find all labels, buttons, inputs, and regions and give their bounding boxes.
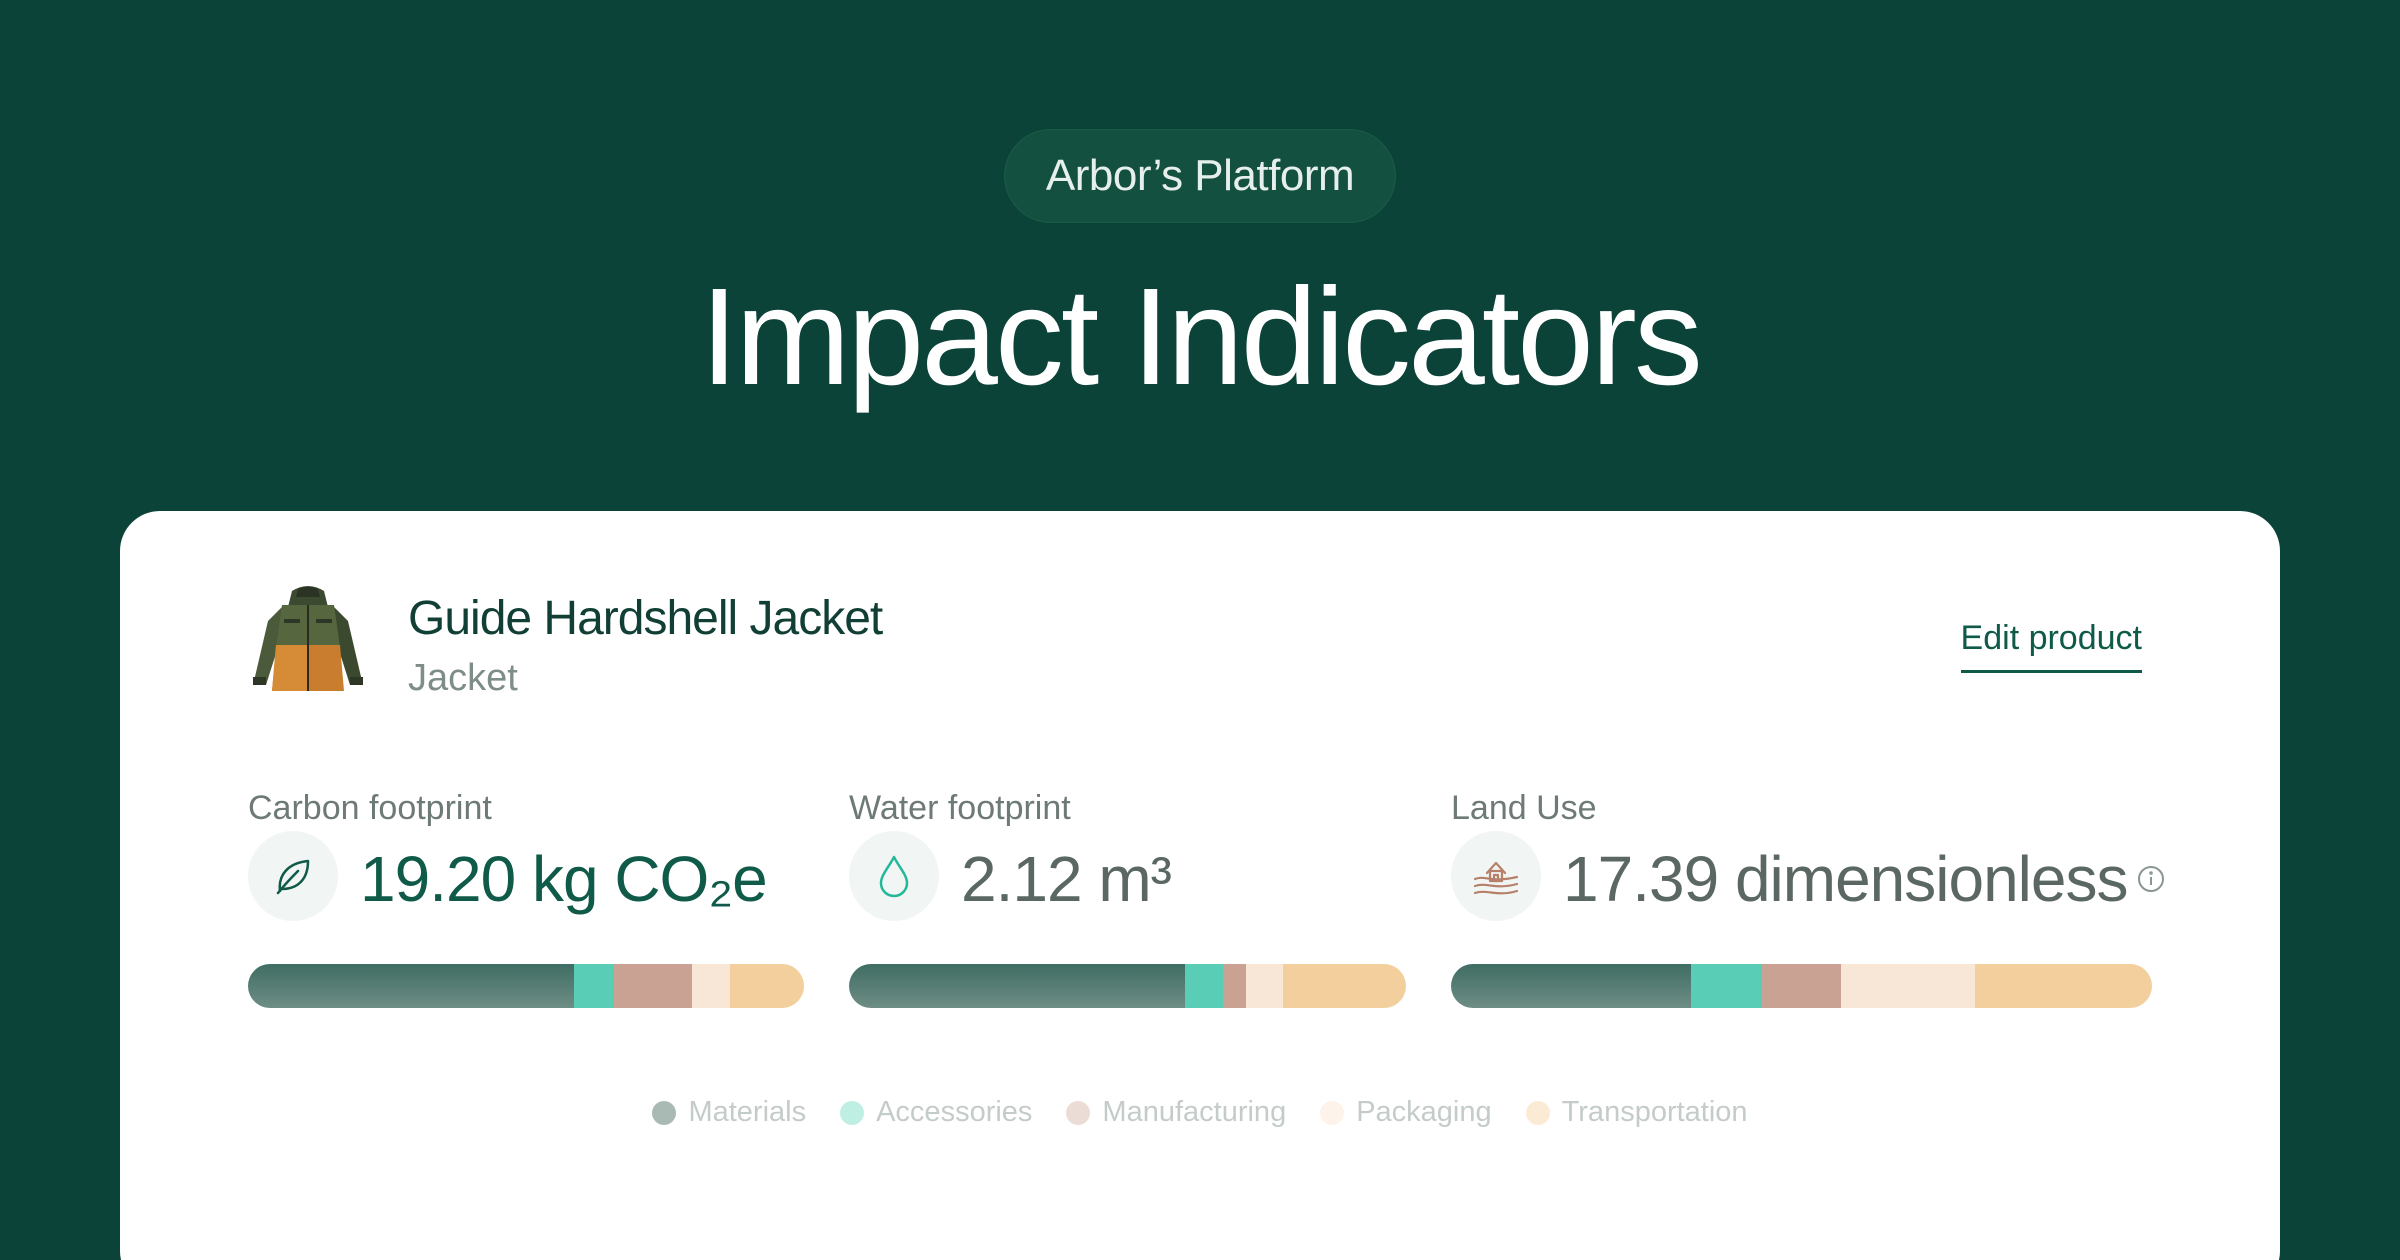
bar-segment-transportation	[1282, 964, 1406, 1008]
legend-dot	[1066, 1100, 1091, 1125]
bar-segment-materials	[1451, 964, 1692, 1008]
metric-label: Land Use	[1451, 789, 1597, 827]
platform-badge: Arbor’s Platform	[1004, 129, 1396, 223]
legend-item-transportation: Transportation	[1525, 1096, 1748, 1129]
legend-label: Accessories	[876, 1096, 1033, 1128]
legend-dot	[840, 1100, 865, 1125]
bar-segment-accessories	[574, 964, 615, 1008]
metric-label: Water footprint	[849, 789, 1071, 827]
metric-water-footprint: Water footprint 2.12 m³	[849, 789, 1406, 1049]
bar-segment-packaging	[1246, 964, 1283, 1008]
metric-label: Carbon footprint	[248, 789, 492, 827]
jacket-icon	[253, 586, 363, 691]
leaf-icon	[248, 831, 338, 921]
bar-segment-materials	[849, 964, 1185, 1008]
bar-segment-packaging	[1841, 964, 1975, 1008]
impact-breakdown-bar	[1451, 964, 2152, 1008]
legend-label: Materials	[688, 1096, 807, 1128]
impact-breakdown-bar	[248, 964, 804, 1008]
metric-value: 2.12 m³	[961, 843, 1172, 915]
product-name: Guide Hardshell Jacket	[408, 592, 883, 645]
legend-label: Transportation	[1561, 1096, 1748, 1128]
product-type: Jacket	[408, 657, 518, 699]
metric-value: 17.39 dimensionless	[1563, 839, 2165, 919]
bar-segment-manufacturing	[614, 964, 693, 1008]
farm-land-icon	[1451, 831, 1541, 921]
metric-carbon-footprint: Carbon footprint 19.20 kg CO₂e	[248, 789, 804, 1049]
metric-value-text: 17.39 dimensionless	[1563, 843, 2128, 915]
page-title: Impact Indicators	[700, 260, 1703, 414]
metric-land-use: Land Use 17.39 dimensionless	[1451, 789, 2165, 1049]
legend-dot	[1320, 1100, 1345, 1125]
metric-value: 19.20 kg CO₂e	[360, 843, 768, 915]
legend-dot	[1525, 1100, 1550, 1125]
bar-segment-accessories	[1184, 964, 1223, 1008]
bar-segment-transportation	[730, 964, 804, 1008]
bar-segment-accessories	[1691, 964, 1763, 1008]
legend-item-manufacturing: Manufacturing	[1066, 1096, 1286, 1129]
bar-segment-materials	[248, 964, 575, 1008]
bar-segment-manufacturing	[1222, 964, 1247, 1008]
legend: Materials Accessories Manufacturing Pack…	[120, 1096, 2280, 1129]
legend-item-packaging: Packaging	[1320, 1096, 1492, 1129]
legend-item-accessories: Accessories	[840, 1096, 1032, 1129]
legend-label: Manufacturing	[1102, 1096, 1287, 1128]
legend-dot	[652, 1100, 677, 1125]
impact-breakdown-bar	[849, 964, 1406, 1008]
legend-label: Packaging	[1356, 1096, 1492, 1128]
info-icon[interactable]	[2137, 865, 2165, 893]
edit-product-link[interactable]: Edit product	[1960, 619, 2142, 673]
legend-item-materials: Materials	[652, 1096, 806, 1129]
product-card: Guide Hardshell Jacket Jacket Edit produ…	[120, 511, 2280, 1260]
water-drop-icon	[849, 831, 939, 921]
bar-segment-manufacturing	[1762, 964, 1842, 1008]
bar-segment-packaging	[692, 964, 731, 1008]
bar-segment-transportation	[1974, 964, 2152, 1008]
